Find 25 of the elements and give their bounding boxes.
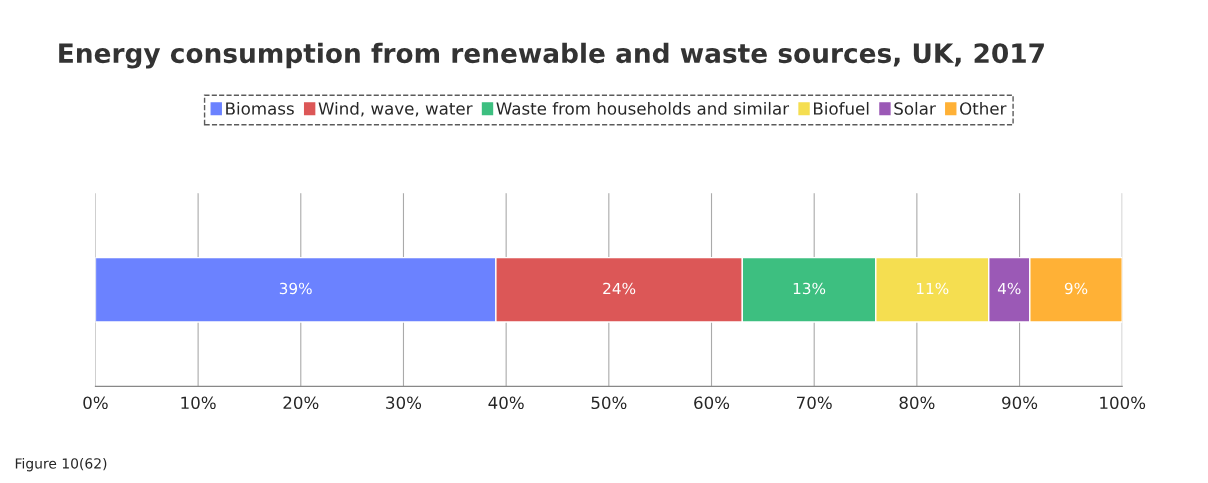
legend-label: Wind, wave, water bbox=[318, 101, 473, 117]
legend-label: Other bbox=[960, 101, 1007, 115]
x-tick-label: 80% bbox=[899, 396, 935, 410]
chart-title: Energy consumption from renewable and waste sources, UK, 2017 bbox=[59, 42, 1044, 69]
data-label: 13% bbox=[793, 282, 826, 295]
legend-label: Waste from households and similar bbox=[496, 101, 790, 115]
data-label: 9% bbox=[1064, 282, 1088, 295]
legend-label: Biomass bbox=[226, 101, 294, 115]
x-tick-label: 70% bbox=[797, 396, 832, 410]
x-tick-label: 50% bbox=[591, 396, 627, 410]
data-label: 39% bbox=[279, 282, 312, 295]
data-label: 11% bbox=[916, 282, 949, 295]
data-label: 24% bbox=[603, 282, 636, 295]
legend-label: Solar bbox=[894, 101, 936, 115]
x-tick-label: 0% bbox=[83, 396, 108, 410]
x-tick-label: 40% bbox=[488, 396, 524, 410]
x-tick-label: 60% bbox=[694, 396, 730, 410]
x-tick-label: 20% bbox=[283, 396, 319, 410]
x-tick-label: 30% bbox=[386, 396, 422, 410]
caption: Figure 10(62) bbox=[15, 457, 107, 472]
x-tick-label: 10% bbox=[181, 396, 216, 410]
x-tick-label: 90% bbox=[1002, 396, 1038, 410]
x-tick-label: 100% bbox=[1100, 396, 1146, 410]
legend-label: Biofuel bbox=[814, 101, 869, 115]
data-label: 4% bbox=[997, 282, 1021, 295]
